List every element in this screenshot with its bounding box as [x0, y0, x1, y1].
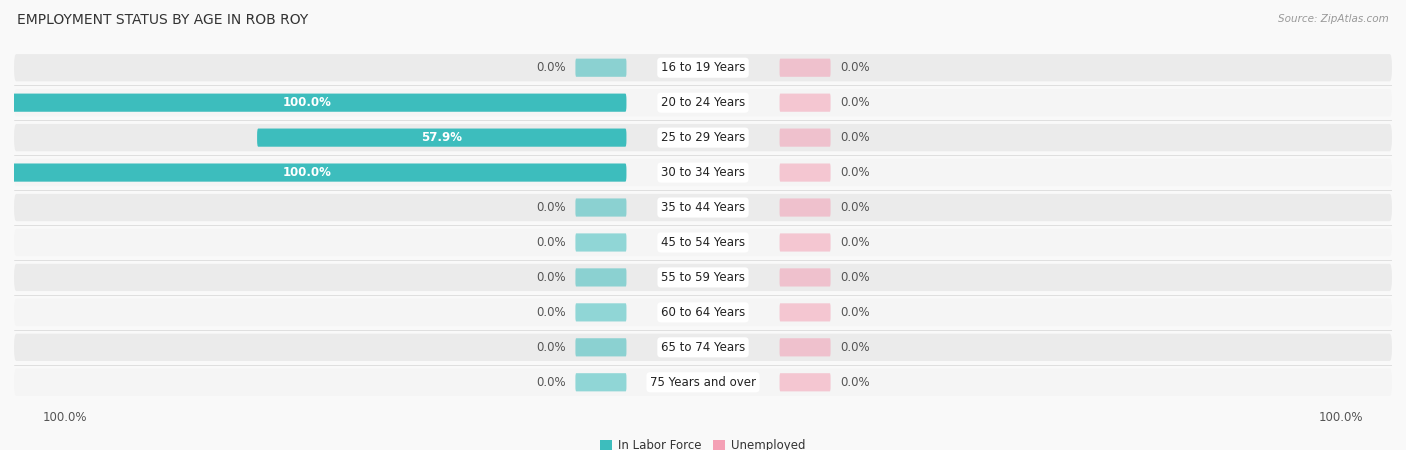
FancyBboxPatch shape: [779, 338, 831, 356]
Text: 100.0%: 100.0%: [283, 96, 332, 109]
FancyBboxPatch shape: [779, 58, 831, 77]
FancyBboxPatch shape: [779, 234, 831, 252]
Text: 0.0%: 0.0%: [536, 271, 565, 284]
FancyBboxPatch shape: [0, 94, 627, 112]
Text: 35 to 44 Years: 35 to 44 Years: [661, 201, 745, 214]
Text: 20 to 24 Years: 20 to 24 Years: [661, 96, 745, 109]
FancyBboxPatch shape: [575, 198, 627, 216]
Text: 0.0%: 0.0%: [841, 236, 870, 249]
FancyBboxPatch shape: [779, 373, 831, 392]
Text: 60 to 64 Years: 60 to 64 Years: [661, 306, 745, 319]
FancyBboxPatch shape: [14, 159, 1392, 186]
Text: 0.0%: 0.0%: [536, 236, 565, 249]
FancyBboxPatch shape: [14, 229, 1392, 256]
Text: EMPLOYMENT STATUS BY AGE IN ROB ROY: EMPLOYMENT STATUS BY AGE IN ROB ROY: [17, 14, 308, 27]
Text: 45 to 54 Years: 45 to 54 Years: [661, 236, 745, 249]
Text: 16 to 19 Years: 16 to 19 Years: [661, 61, 745, 74]
FancyBboxPatch shape: [14, 334, 1392, 361]
FancyBboxPatch shape: [14, 369, 1392, 396]
FancyBboxPatch shape: [575, 234, 627, 252]
FancyBboxPatch shape: [779, 94, 831, 112]
FancyBboxPatch shape: [257, 129, 627, 147]
Text: 0.0%: 0.0%: [841, 96, 870, 109]
FancyBboxPatch shape: [14, 124, 1392, 151]
Text: 0.0%: 0.0%: [841, 376, 870, 389]
Text: 0.0%: 0.0%: [841, 131, 870, 144]
Text: 65 to 74 Years: 65 to 74 Years: [661, 341, 745, 354]
Text: 0.0%: 0.0%: [536, 376, 565, 389]
Legend: In Labor Force, Unemployed: In Labor Force, Unemployed: [596, 434, 810, 450]
FancyBboxPatch shape: [779, 303, 831, 321]
FancyBboxPatch shape: [14, 264, 1392, 291]
Text: Source: ZipAtlas.com: Source: ZipAtlas.com: [1278, 14, 1389, 23]
Text: 30 to 34 Years: 30 to 34 Years: [661, 166, 745, 179]
Text: 0.0%: 0.0%: [536, 306, 565, 319]
Text: 57.9%: 57.9%: [422, 131, 463, 144]
FancyBboxPatch shape: [14, 194, 1392, 221]
FancyBboxPatch shape: [0, 163, 627, 182]
Text: 0.0%: 0.0%: [536, 201, 565, 214]
FancyBboxPatch shape: [575, 268, 627, 287]
Text: 25 to 29 Years: 25 to 29 Years: [661, 131, 745, 144]
Text: 0.0%: 0.0%: [841, 166, 870, 179]
FancyBboxPatch shape: [575, 373, 627, 392]
Text: 0.0%: 0.0%: [841, 306, 870, 319]
Text: 0.0%: 0.0%: [841, 341, 870, 354]
FancyBboxPatch shape: [14, 54, 1392, 81]
Text: 0.0%: 0.0%: [841, 201, 870, 214]
FancyBboxPatch shape: [14, 89, 1392, 116]
FancyBboxPatch shape: [575, 58, 627, 77]
FancyBboxPatch shape: [575, 338, 627, 356]
FancyBboxPatch shape: [779, 198, 831, 216]
Text: 0.0%: 0.0%: [536, 61, 565, 74]
FancyBboxPatch shape: [575, 303, 627, 321]
FancyBboxPatch shape: [779, 163, 831, 182]
FancyBboxPatch shape: [779, 129, 831, 147]
Text: 75 Years and over: 75 Years and over: [650, 376, 756, 389]
Text: 0.0%: 0.0%: [841, 61, 870, 74]
Text: 55 to 59 Years: 55 to 59 Years: [661, 271, 745, 284]
Text: 0.0%: 0.0%: [841, 271, 870, 284]
FancyBboxPatch shape: [14, 299, 1392, 326]
Text: 0.0%: 0.0%: [536, 341, 565, 354]
Text: 100.0%: 100.0%: [283, 166, 332, 179]
FancyBboxPatch shape: [779, 268, 831, 287]
